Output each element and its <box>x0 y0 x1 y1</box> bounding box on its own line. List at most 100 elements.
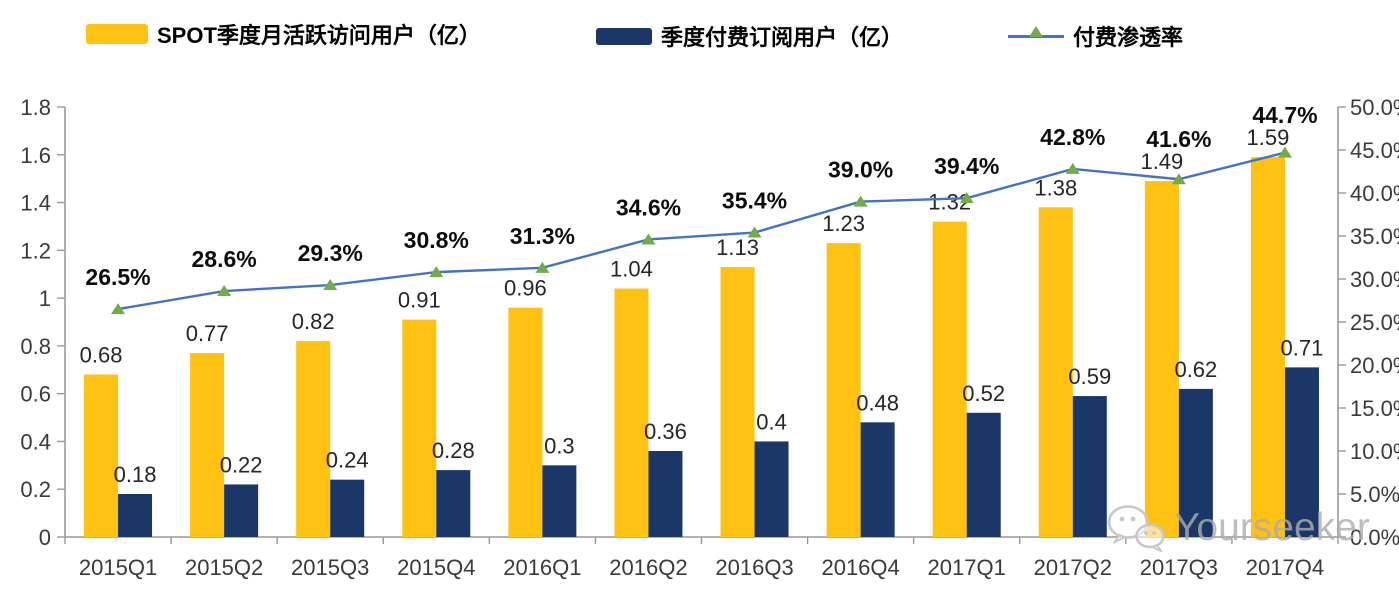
penetration-marker <box>1065 162 1080 174</box>
subs-bar <box>860 422 895 537</box>
left-axis-tick-label: 0.6 <box>20 382 51 407</box>
right-axis-tick-label: 40.0% <box>1350 181 1399 206</box>
right-axis-tick-label: 20.0% <box>1350 353 1399 378</box>
right-axis-tick-label: 35.0% <box>1350 224 1399 249</box>
x-axis-category-label: 2015Q1 <box>79 555 157 580</box>
legend-item-mau: SPOT季度月活跃访问用户（亿） <box>86 18 481 50</box>
left-axis-tick-label: 0 <box>39 525 51 550</box>
subs-bar <box>224 484 259 537</box>
right-axis-tick-label: 0.0% <box>1350 525 1399 550</box>
penetration-marker <box>747 226 762 238</box>
penetration-value-label: 34.6% <box>616 194 681 220</box>
mau-bar <box>508 307 543 537</box>
penetration-marker <box>1277 146 1292 158</box>
subs-value-label: 0.62 <box>1174 357 1217 382</box>
left-axis-tick-label: 0.2 <box>20 477 51 502</box>
subs-legend-swatch <box>596 27 652 45</box>
penetration-value-label: 39.0% <box>828 157 893 183</box>
legend-item-subs: 季度付费订阅用户（亿） <box>596 20 903 52</box>
subs-value-label: 0.22 <box>220 452 263 477</box>
x-axis-category-label: 2017Q4 <box>1246 555 1324 580</box>
subs-value-label: 0.59 <box>1068 364 1111 389</box>
subs-value-label: 0.52 <box>962 381 1005 406</box>
subs-bar <box>1178 388 1213 537</box>
subs-value-label: 0.24 <box>326 448 369 473</box>
mau-value-label: 0.91 <box>398 288 441 313</box>
right-axis-tick-label: 45.0% <box>1350 138 1399 163</box>
x-axis-category-label: 2016Q1 <box>503 555 581 580</box>
right-axis-tick-label: 50.0% <box>1350 95 1399 120</box>
x-axis-category-label: 2016Q4 <box>821 555 899 580</box>
penetration-line <box>117 151 1286 311</box>
mau-value-label: 0.68 <box>80 343 123 368</box>
subs-value-label: 0.36 <box>644 419 687 444</box>
subs-bar <box>648 451 683 537</box>
mau-bar <box>1038 207 1073 538</box>
mau-value-label: 1.59 <box>1247 125 1290 150</box>
x-axis-category-label: 2017Q2 <box>1034 555 1112 580</box>
penetration-marker <box>429 266 444 278</box>
left-axis-tick-label: 1.6 <box>20 143 51 168</box>
subs-bar <box>754 441 789 537</box>
penetration-value-label: 30.8% <box>404 227 469 253</box>
mau-bar <box>402 319 437 537</box>
subs-bar <box>966 412 1001 537</box>
penetration-value-label: 42.8% <box>1040 124 1105 150</box>
mau-bar <box>296 341 331 537</box>
mau-value-label: 1.49 <box>1140 149 1183 174</box>
penetration-marker <box>111 303 126 315</box>
left-axis-tick-label: 1.4 <box>20 191 51 216</box>
penetration-marker <box>959 192 974 204</box>
x-axis-category-label: 2017Q1 <box>928 555 1006 580</box>
subs-bar <box>542 465 577 537</box>
mau-value-label: 1.38 <box>1034 175 1077 200</box>
subs-bar <box>118 494 153 537</box>
left-axis-tick-label: 1.8 <box>20 95 51 120</box>
right-axis-tick-label: 25.0% <box>1350 310 1399 335</box>
subs-value-label: 0.48 <box>856 390 899 415</box>
right-axis-tick-label: 30.0% <box>1350 267 1399 292</box>
penetration-legend-line <box>1008 25 1064 38</box>
penetration-value-label: 39.4% <box>934 153 999 179</box>
subs-value-label: 0.3 <box>544 433 575 458</box>
mau-bar <box>1144 181 1179 538</box>
penetration-value-label: 28.6% <box>192 246 257 272</box>
subs-value-label: 0.28 <box>432 438 475 463</box>
penetration-value-label: 35.4% <box>722 188 787 214</box>
mau-bar <box>190 353 225 537</box>
penetration-value-label: 44.7% <box>1252 102 1317 128</box>
mau-bar <box>84 374 119 537</box>
penetration-marker <box>535 261 550 273</box>
x-axis-category-label: 2015Q3 <box>291 555 369 580</box>
penetration-marker <box>323 279 338 291</box>
penetration-value-label: 29.3% <box>298 240 363 266</box>
penetration-marker <box>217 285 232 297</box>
subs-bar <box>1284 367 1319 537</box>
penetration-legend-label: 付费渗透率 <box>1073 25 1184 50</box>
x-axis-category-label: 2016Q3 <box>715 555 793 580</box>
right-axis-tick-label: 5.0% <box>1350 482 1399 507</box>
mau-bar <box>826 243 861 537</box>
mau-value-label: 1.23 <box>822 211 865 236</box>
x-axis-category-label: 2016Q2 <box>609 555 687 580</box>
penetration-value-label: 31.3% <box>510 223 575 249</box>
mau-bar <box>1250 157 1285 537</box>
x-axis-category-label: 2015Q4 <box>397 555 475 580</box>
mau-legend-swatch <box>86 24 148 44</box>
penetration-value-label: 26.5% <box>85 264 150 290</box>
penetration-value-label: 41.6% <box>1146 126 1211 152</box>
mau-bar <box>720 267 755 537</box>
mau-bar <box>932 221 967 537</box>
subs-bar <box>330 479 365 537</box>
mau-value-label: 0.82 <box>292 309 335 334</box>
subs-value-label: 0.18 <box>114 462 157 487</box>
mau-bar <box>614 288 649 537</box>
left-axis-tick-label: 0.4 <box>20 429 51 454</box>
x-axis-category-label: 2015Q2 <box>185 555 263 580</box>
subs-value-label: 0.4 <box>756 409 787 434</box>
mau-value-label: 1.13 <box>716 235 759 260</box>
legend-item-penetration: 付费渗透率 <box>1008 20 1183 52</box>
mau-legend-label: SPOT季度月活跃访问用户（亿） <box>157 23 481 48</box>
left-axis-tick-label: 1 <box>39 286 51 311</box>
